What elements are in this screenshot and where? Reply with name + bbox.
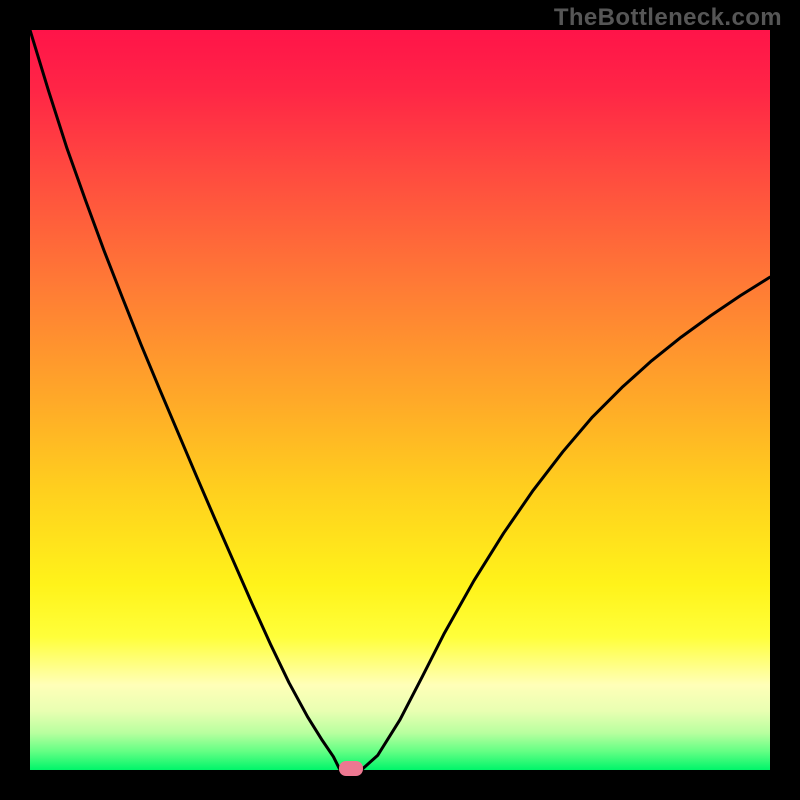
watermark-text: TheBottleneck.com [554,4,782,32]
gradient-background [30,30,770,770]
plot-svg [30,30,770,770]
plot-area [30,30,770,770]
vertex-marker [339,761,363,776]
